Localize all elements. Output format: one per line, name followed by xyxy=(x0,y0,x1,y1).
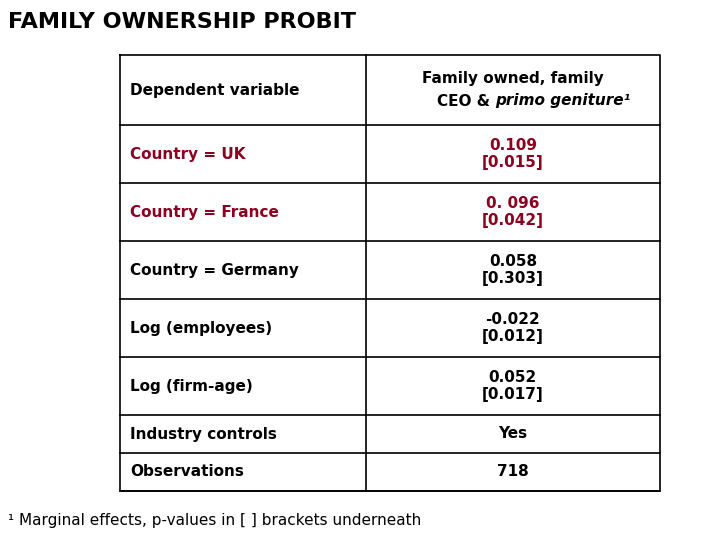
Text: FAMILY OWNERSHIP PROBIT: FAMILY OWNERSHIP PROBIT xyxy=(8,12,356,32)
Text: Country = France: Country = France xyxy=(130,205,279,219)
Text: Observations: Observations xyxy=(130,464,244,480)
Text: [0.012]: [0.012] xyxy=(482,329,544,345)
Text: 0.058: 0.058 xyxy=(489,253,537,268)
Text: 718: 718 xyxy=(497,464,528,480)
Text: Log (firm-age): Log (firm-age) xyxy=(130,379,253,394)
Text: Yes: Yes xyxy=(498,427,528,442)
Text: Country = UK: Country = UK xyxy=(130,146,246,161)
Text: 0.109: 0.109 xyxy=(489,138,537,152)
Text: [0.017]: [0.017] xyxy=(482,388,544,402)
Text: [0.042]: [0.042] xyxy=(482,213,544,228)
Text: Country = Germany: Country = Germany xyxy=(130,262,299,278)
Text: primo geniture¹: primo geniture¹ xyxy=(495,93,630,109)
Text: [0.303]: [0.303] xyxy=(482,272,544,287)
Text: CEO &: CEO & xyxy=(436,93,495,109)
Text: -0.022: -0.022 xyxy=(485,312,540,327)
Text: Family owned, family: Family owned, family xyxy=(422,71,604,86)
Text: 0. 096: 0. 096 xyxy=(486,195,539,211)
Text: Industry controls: Industry controls xyxy=(130,427,277,442)
Text: 0.052: 0.052 xyxy=(489,369,537,384)
Text: [0.015]: [0.015] xyxy=(482,156,544,171)
Text: Log (employees): Log (employees) xyxy=(130,321,272,335)
Text: ¹ Marginal effects, p-values in [ ] brackets underneath: ¹ Marginal effects, p-values in [ ] brac… xyxy=(8,513,421,528)
Text: Dependent variable: Dependent variable xyxy=(130,83,300,98)
